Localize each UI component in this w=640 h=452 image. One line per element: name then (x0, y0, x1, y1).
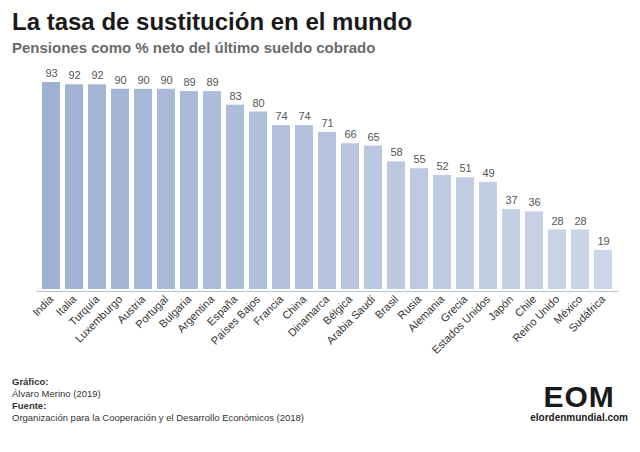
svg-text:74: 74 (298, 110, 310, 122)
html-text:Fuente:: Fuente: (12, 400, 47, 411)
svg-text:Italia: Italia (53, 292, 79, 318)
svg-text:28: 28 (574, 214, 586, 226)
svg-text:74: 74 (275, 110, 287, 122)
svg-text:Bulgaria: Bulgaria (156, 292, 194, 330)
html-text:EOM: EOM (543, 380, 615, 413)
svg-text:66: 66 (344, 128, 356, 140)
html-text:Álvaro Merino (2019): Álvaro Merino (2019) (12, 388, 101, 399)
svg-text:37: 37 (505, 194, 517, 206)
html-text:La tasa de sustitución en el m: La tasa de sustitución en el mundo (12, 8, 413, 35)
html-text:elordenmundial.com: elordenmundial.com (530, 412, 628, 423)
svg-text:58: 58 (390, 146, 402, 158)
html-text:Gráfico:: Gráfico: (12, 376, 49, 387)
svg-text:Chile: Chile (512, 292, 539, 320)
svg-text:Reino Unido: Reino Unido (510, 292, 562, 345)
svg-text:52: 52 (436, 160, 448, 172)
svg-text:71: 71 (321, 117, 333, 129)
svg-text:89: 89 (206, 76, 218, 88)
svg-text:Alemania: Alemania (405, 292, 447, 334)
svg-text:36: 36 (528, 196, 540, 208)
svg-text:Grecia: Grecia (438, 292, 470, 325)
html-text:Organización para la Cooperaci: Organización para la Cooperación y el De… (12, 412, 304, 423)
svg-text:90: 90 (114, 74, 126, 86)
svg-text:Portugal: Portugal (132, 292, 171, 331)
svg-text:China: China (279, 292, 309, 322)
svg-text:55: 55 (413, 153, 425, 165)
svg-text:Arabia Saudí: Arabia Saudí (324, 293, 377, 346)
svg-text:Dinamarca: Dinamarca (285, 292, 332, 339)
svg-text:80: 80 (252, 97, 264, 109)
svg-text:83: 83 (229, 90, 241, 102)
svg-text:92: 92 (91, 69, 103, 81)
svg-text:49: 49 (482, 167, 494, 179)
svg-text:Estados Unidos: Estados Unidos (429, 293, 492, 356)
svg-text:Argentina: Argentina (174, 292, 217, 335)
svg-text:Brasil: Brasil (372, 293, 400, 321)
svg-text:Sudáfrica: Sudáfrica (566, 292, 608, 334)
svg-text:28: 28 (551, 214, 563, 226)
svg-text:España: España (204, 292, 240, 328)
svg-text:Luxemburgo: Luxemburgo (72, 292, 125, 345)
svg-text:India: India (30, 292, 56, 318)
svg-text:89: 89 (183, 76, 195, 88)
html-text:Pensiones como % neto del últi: Pensiones como % neto del último sueldo … (12, 39, 376, 56)
svg-text:65: 65 (367, 131, 379, 143)
svg-text:Austria: Austria (114, 292, 148, 326)
svg-text:92: 92 (68, 69, 80, 81)
svg-text:Rusia: Rusia (395, 292, 424, 322)
svg-text:19: 19 (597, 235, 609, 247)
svg-text:Turquía: Turquía (66, 292, 102, 328)
svg-text:Japón: Japón (486, 293, 516, 323)
svg-text:90: 90 (160, 74, 172, 86)
svg-text:México: México (551, 292, 585, 326)
svg-text:Países Bajos: Países Bajos (208, 292, 263, 347)
svg-text:93: 93 (45, 67, 57, 79)
svg-text:Francia: Francia (251, 292, 286, 327)
svg-text:51: 51 (459, 162, 471, 174)
svg-text:Bélgica: Bélgica (320, 292, 355, 327)
svg-text:90: 90 (137, 74, 149, 86)
